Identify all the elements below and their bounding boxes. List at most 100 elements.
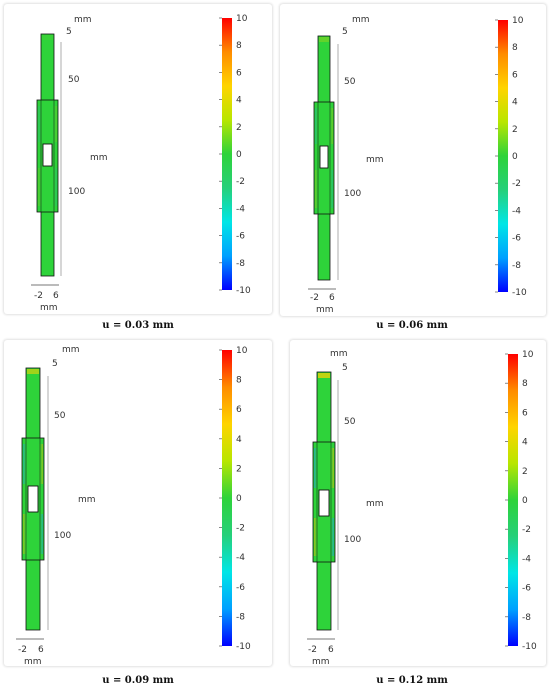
colorbar-tick-label: -10 (236, 286, 251, 296)
stress-zone-upper (315, 108, 333, 144)
colorbar-tick-label: 6 (236, 405, 242, 415)
colorbar-tick-label: -2 (512, 179, 521, 189)
simulation-plot: mm 5 50 mm 100 -2 6 mm 10 8 6 4 2 0 -2 -4 -6 -8 -1… (16, 345, 251, 666)
dim-100-label: 100 (344, 189, 361, 199)
colorbar-gradient (222, 350, 232, 646)
stress-zone-lower (314, 518, 334, 556)
tip-stress (318, 373, 330, 378)
simulation-plot: mm 5 50 mm 100 -2 6 mm 10 8 6 4 2 0 -2 -4 -6 -8 -1… (31, 14, 251, 313)
bolt-hole (27, 485, 39, 513)
colorbar-tick-label: 8 (236, 41, 242, 51)
unit-top-label: mm (352, 15, 370, 25)
colorbar-tick-label: 4 (512, 98, 518, 108)
tip-stress (42, 35, 53, 40)
caption-2: u = 0.06 mm (376, 320, 448, 331)
colorbar-gradient (498, 20, 508, 292)
colorbar-tick-label: 4 (522, 438, 528, 448)
colorbar-tick-label: 2 (522, 467, 528, 477)
colorbar-tick-label: -4 (522, 554, 531, 564)
stress-zone-lower (315, 170, 333, 208)
dim-100-label: 100 (68, 187, 85, 197)
dim-50-label: 50 (54, 411, 66, 421)
colorbar-tick-label: 10 (236, 346, 248, 356)
stress-zone-upper (314, 448, 334, 488)
colorbar-tick-label: -6 (512, 234, 521, 244)
x-left-label: -2 (18, 645, 27, 655)
dim-50-label: 50 (344, 417, 356, 427)
unit-mid-label: mm (366, 155, 384, 165)
x-left-label: -2 (310, 293, 319, 303)
x-right-label: 6 (329, 293, 335, 303)
dim-5-label: 5 (52, 359, 58, 369)
simulation-plot: mm 5 50 mm 100 -2 6 mm 10 8 6 4 2 0 -2 -4 -6 -8 -1… (307, 349, 537, 666)
bolt-hole (319, 145, 329, 169)
specimen-geometry (31, 33, 62, 286)
colorbar-tick-label: 4 (236, 435, 242, 445)
dim-100-label: 100 (54, 531, 71, 541)
panel-4: mm 5 50 mm 100 -2 6 mm 10 8 6 4 2 0 -2 -4 -6 -8 -1… (290, 340, 546, 666)
tip-stress (27, 369, 39, 374)
colorbar-tick-label: 0 (522, 496, 528, 506)
caption-4: u = 0.12 mm (376, 675, 448, 686)
unit-mid-label: mm (78, 495, 96, 505)
colorbar-tick-label: 8 (522, 379, 528, 389)
colorbar-gradient (508, 354, 518, 646)
colorbar-tick-label: 4 (236, 96, 242, 106)
bolt-hole (42, 143, 53, 167)
unit-top-label: mm (74, 15, 92, 25)
unit-mid-label: mm (366, 499, 384, 509)
colorbar: 10 8 6 4 2 0 -2 -4 -6 -8 -10 (495, 16, 527, 298)
colorbar-tick-label: 2 (512, 125, 518, 135)
colorbar-tick-label: 2 (236, 123, 242, 133)
colorbar-tick-label: 6 (236, 68, 242, 78)
dim-5-label: 5 (342, 27, 348, 37)
colorbar-tick-label: -8 (512, 261, 521, 271)
colorbar-tick-label: 6 (522, 408, 528, 418)
colorbar-tick-label: -6 (236, 232, 245, 242)
colorbar-tick-label: 8 (512, 43, 518, 53)
x-unit-label: mm (312, 657, 330, 666)
colorbar-tick-label: -2 (236, 177, 245, 187)
scale-ticks (16, 638, 44, 640)
scale-ticks (307, 638, 335, 640)
stress-zone-lower (23, 514, 43, 554)
colorbar-tick-label: -10 (522, 642, 537, 652)
dim-50-label: 50 (68, 75, 80, 85)
unit-top-label: mm (330, 349, 348, 359)
x-unit-label: mm (24, 657, 42, 666)
dim-100-label: 100 (344, 535, 361, 545)
colorbar-tick-label: -2 (236, 524, 245, 534)
colorbar-tick-label: -10 (512, 288, 527, 298)
colorbar-tick-label: 0 (512, 152, 518, 162)
x-left-label: -2 (308, 645, 317, 655)
colorbar-gradient (222, 18, 232, 290)
colorbar-tick-label: -8 (236, 612, 245, 622)
simulation-plot: mm 5 50 mm 100 -2 6 mm 10 8 6 4 2 0 -2 -4 -6 -8 -1… (308, 15, 527, 315)
stress-zone-upper (23, 444, 43, 484)
dim-50-label: 50 (344, 77, 356, 87)
unit-top-label: mm (62, 345, 80, 355)
specimen-geometry (16, 367, 49, 640)
colorbar-tick-label: 0 (236, 494, 242, 504)
colorbar-tick-label: -4 (512, 206, 521, 216)
dim-5-label: 5 (66, 27, 72, 37)
colorbar-tick-label: 6 (512, 70, 518, 80)
scale-ticks (308, 288, 336, 290)
x-right-label: 6 (53, 291, 59, 301)
colorbar-tick-label: 10 (236, 14, 248, 24)
colorbar-tick-label: -6 (522, 584, 531, 594)
x-unit-label: mm (316, 305, 334, 315)
x-left-label: -2 (34, 291, 43, 301)
colorbar-tick-label: 10 (512, 16, 524, 26)
caption-1: u = 0.03 mm (102, 320, 174, 331)
colorbar: 10 8 6 4 2 0 -2 -4 -6 -8 -10 (505, 350, 537, 652)
unit-mid-label: mm (90, 153, 108, 163)
colorbar-tick-label: 0 (236, 150, 242, 160)
colorbar: 10 8 6 4 2 0 -2 -4 -6 -8 -10 (219, 14, 251, 296)
panel-1: mm 5 50 mm 100 -2 6 mm 10 8 6 4 2 0 -2 -4 -6 -8 -1… (4, 4, 272, 314)
x-right-label: 6 (328, 645, 334, 655)
bolt-hole (318, 489, 330, 517)
tip-stress (319, 37, 329, 42)
colorbar-tick-label: 10 (522, 350, 534, 360)
colorbar-tick-label: -4 (236, 553, 245, 563)
